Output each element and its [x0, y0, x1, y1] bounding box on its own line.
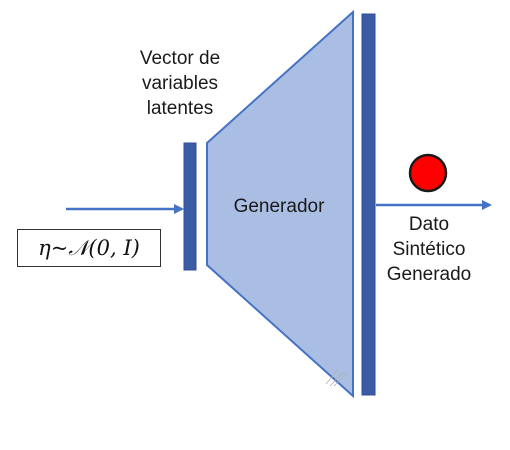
latent-vector-label-line-2: variables: [141, 73, 219, 94]
latent-vector-label: Vector de variables latentes: [118, 46, 242, 121]
output-bar: [361, 13, 376, 396]
generator-trapezoid: [206, 9, 354, 399]
noise-formula-box: η~𝒩(0, I): [17, 229, 161, 267]
output-sample-dot: [408, 153, 448, 193]
latent-vector-label-line-3: latentes: [146, 98, 214, 119]
output-label-line-1: Dato: [408, 214, 450, 235]
output-label-line-3: Generado: [386, 264, 472, 285]
output-label: Dato Sintético Generado: [376, 212, 482, 287]
generator-label: Generador: [233, 196, 325, 217]
latent-vector-bar: [183, 142, 197, 271]
output-label-line-2: Sintético: [392, 239, 466, 260]
scribble-mark: [325, 369, 347, 387]
latent-vector-label-line-1: Vector de: [139, 48, 221, 69]
